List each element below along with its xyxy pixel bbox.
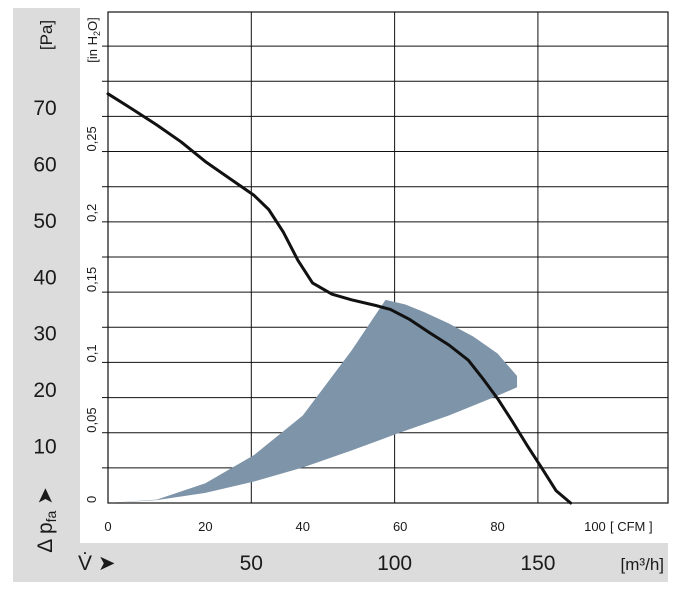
axis-labels-layer: 10 20 30 40 50 60 70 0 0,05 0,1 0,15 0,2 0,25 0 20 40 60… — [33, 97, 605, 575]
cfm-unit-label: [ CFM ] — [610, 519, 653, 534]
y-axis-band — [13, 8, 80, 543]
cfm-tick-label: 20 — [198, 519, 212, 534]
inh2o-tick-label: 0,2 — [84, 204, 99, 222]
pa-tick-label: 70 — [33, 97, 56, 120]
cfm-tick-label: 40 — [296, 519, 310, 534]
chart-grid — [102, 11, 669, 504]
operating-range-layer — [108, 299, 518, 503]
cfm-tick-label: 0 — [104, 519, 111, 534]
pa-tick-label: 60 — [33, 153, 56, 176]
inh2o-tick-label: 0 — [84, 496, 99, 503]
inh2o-tick-label: 0,25 — [84, 126, 99, 151]
pressure-symbol: Δ pfa ➤ — [34, 487, 59, 553]
cfm-tick-label: 60 — [393, 519, 407, 534]
plot-frame — [107, 11, 669, 504]
m3h-tick-label: 50 — [240, 552, 263, 575]
m3h-unit-label: [m³/h] — [621, 555, 664, 574]
inh2o-unit-label: [in H2O] — [85, 17, 102, 62]
pa-tick-label: 40 — [33, 266, 56, 289]
operating-range-area — [108, 299, 518, 503]
inh2o-tick-label: 0,1 — [84, 344, 99, 362]
inh2o-tick-label: 0,15 — [84, 267, 99, 292]
inh2o-tick-label: 0,05 — [84, 407, 99, 432]
pa-tick-label: 30 — [33, 323, 56, 346]
cfm-tick-label: 100 — [584, 519, 606, 534]
flow-symbol: V̇ ➤ — [78, 552, 115, 575]
pa-tick-label: 50 — [33, 210, 56, 233]
cfm-tick-label: 80 — [490, 519, 504, 534]
fan-curve-layer — [106, 92, 573, 505]
m3h-tick-label: 150 — [520, 552, 555, 575]
pa-unit-label: [Pa] — [37, 20, 56, 50]
fan-curve-line — [106, 92, 573, 505]
m3h-tick-label: 100 — [377, 552, 412, 575]
x-axis-band — [13, 543, 668, 582]
pa-tick-label: 20 — [33, 379, 56, 402]
pa-tick-label: 10 — [33, 436, 56, 459]
